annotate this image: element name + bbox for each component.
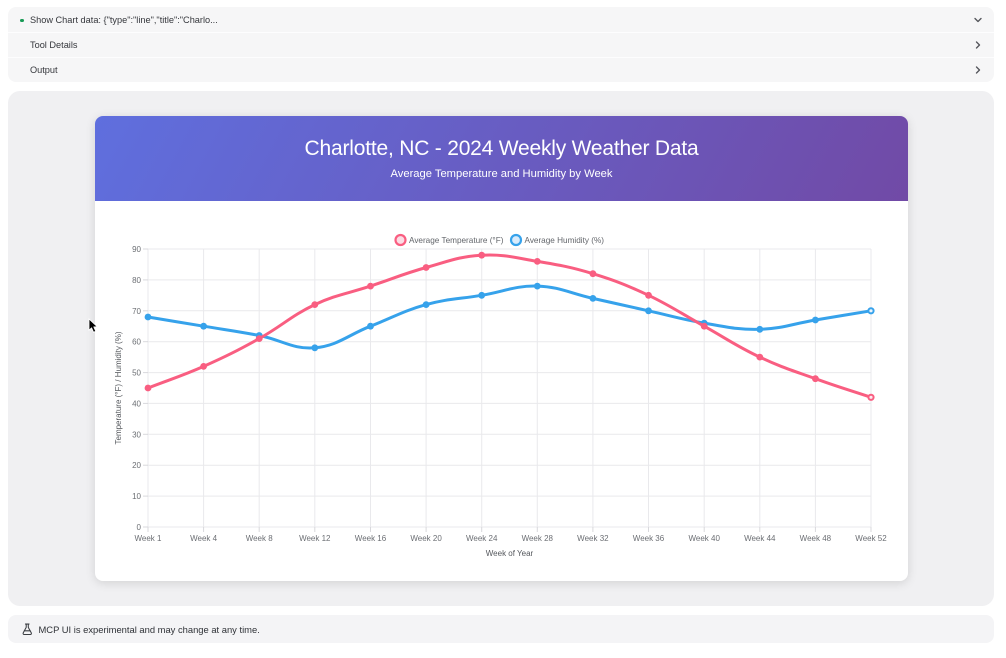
svg-text:Week 1: Week 1	[135, 534, 163, 543]
svg-text:Week 16: Week 16	[355, 534, 387, 543]
svg-text:40: 40	[132, 399, 141, 408]
svg-text:90: 90	[132, 245, 141, 254]
svg-text:20: 20	[132, 461, 141, 470]
svg-text:Week 48: Week 48	[800, 534, 832, 543]
svg-text:60: 60	[132, 338, 141, 347]
svg-text:Week of Year: Week of Year	[486, 549, 534, 558]
svg-text:Week 8: Week 8	[246, 534, 274, 543]
svg-text:Week 28: Week 28	[522, 534, 554, 543]
svg-text:Temperature (°F) / Humidity (%: Temperature (°F) / Humidity (%)	[114, 331, 123, 444]
svg-text:Week 44: Week 44	[744, 534, 776, 543]
svg-text:80: 80	[132, 276, 141, 285]
svg-text:70: 70	[132, 307, 141, 316]
svg-text:Average Temperature (°F): Average Temperature (°F)	[409, 236, 504, 245]
svg-text:Week 52: Week 52	[855, 534, 887, 543]
svg-text:Week 12: Week 12	[299, 534, 331, 543]
svg-text:10: 10	[132, 492, 141, 501]
svg-text:30: 30	[132, 430, 141, 439]
svg-text:Average Humidity (%): Average Humidity (%)	[525, 236, 605, 245]
svg-text:Week 32: Week 32	[577, 534, 609, 543]
svg-text:Week 40: Week 40	[688, 534, 720, 543]
svg-text:Week 20: Week 20	[410, 534, 442, 543]
svg-text:50: 50	[132, 369, 141, 378]
svg-text:Week 24: Week 24	[466, 534, 498, 543]
svg-text:Week 4: Week 4	[190, 534, 218, 543]
svg-text:0: 0	[137, 523, 142, 532]
svg-text:Week 36: Week 36	[633, 534, 665, 543]
